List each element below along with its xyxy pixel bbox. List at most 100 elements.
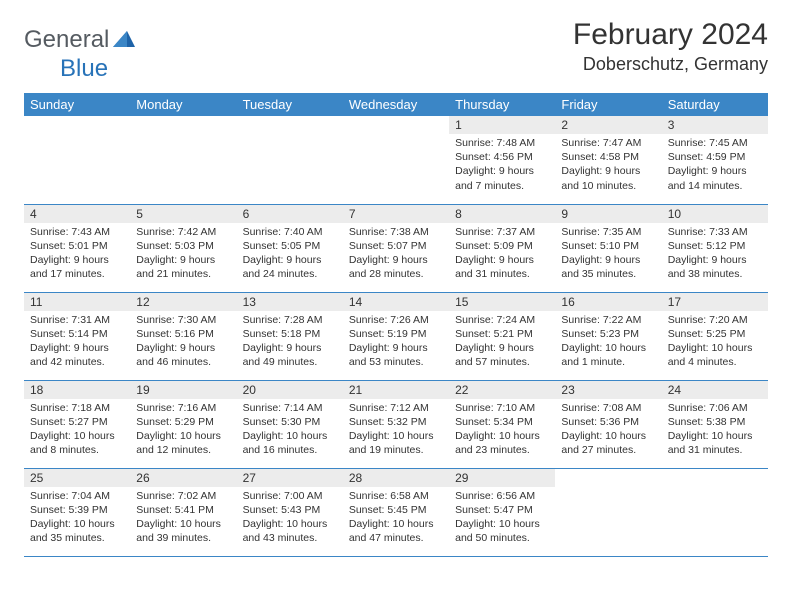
calendar-cell: 20Sunrise: 7:14 AMSunset: 5:30 PMDayligh… xyxy=(237,380,343,468)
day-sunset: Sunset: 5:07 PM xyxy=(349,239,443,253)
calendar-cell: 16Sunrise: 7:22 AMSunset: 5:23 PMDayligh… xyxy=(555,292,661,380)
day-sunrise: Sunrise: 7:47 AM xyxy=(561,136,655,150)
calendar-cell: 9Sunrise: 7:35 AMSunset: 5:10 PMDaylight… xyxy=(555,204,661,292)
day-day1: Daylight: 9 hours xyxy=(136,341,230,355)
day-header: Sunday xyxy=(24,93,130,116)
day-sunrise: Sunrise: 7:26 AM xyxy=(349,313,443,327)
day-header: Thursday xyxy=(449,93,555,116)
day-day1: Daylight: 9 hours xyxy=(243,341,337,355)
day-sunset: Sunset: 4:59 PM xyxy=(668,150,762,164)
month-title: February 2024 xyxy=(573,18,768,52)
calendar-cell: 29Sunrise: 6:56 AMSunset: 5:47 PMDayligh… xyxy=(449,468,555,556)
day-sunset: Sunset: 5:05 PM xyxy=(243,239,337,253)
day-day2: and 39 minutes. xyxy=(136,531,230,545)
calendar-cell: 17Sunrise: 7:20 AMSunset: 5:25 PMDayligh… xyxy=(662,292,768,380)
day-detail: Sunrise: 7:14 AMSunset: 5:30 PMDaylight:… xyxy=(237,399,343,464)
calendar-cell: 1Sunrise: 7:48 AMSunset: 4:56 PMDaylight… xyxy=(449,116,555,204)
day-sunset: Sunset: 4:58 PM xyxy=(561,150,655,164)
day-day1: Daylight: 9 hours xyxy=(668,164,762,178)
calendar-cell: 4Sunrise: 7:43 AMSunset: 5:01 PMDaylight… xyxy=(24,204,130,292)
day-day2: and 10 minutes. xyxy=(561,179,655,193)
calendar-cell: 27Sunrise: 7:00 AMSunset: 5:43 PMDayligh… xyxy=(237,468,343,556)
day-detail: Sunrise: 7:04 AMSunset: 5:39 PMDaylight:… xyxy=(24,487,130,552)
calendar-cell: 13Sunrise: 7:28 AMSunset: 5:18 PMDayligh… xyxy=(237,292,343,380)
day-sunrise: Sunrise: 7:33 AM xyxy=(668,225,762,239)
day-day1: Daylight: 10 hours xyxy=(349,429,443,443)
day-number: 20 xyxy=(237,381,343,399)
day-number: 6 xyxy=(237,205,343,223)
calendar-cell: 26Sunrise: 7:02 AMSunset: 5:41 PMDayligh… xyxy=(130,468,236,556)
day-day1: Daylight: 10 hours xyxy=(136,429,230,443)
day-sunset: Sunset: 5:29 PM xyxy=(136,415,230,429)
calendar-cell: 3Sunrise: 7:45 AMSunset: 4:59 PMDaylight… xyxy=(662,116,768,204)
day-sunset: Sunset: 5:32 PM xyxy=(349,415,443,429)
day-day1: Daylight: 9 hours xyxy=(30,341,124,355)
day-sunrise: Sunrise: 7:02 AM xyxy=(136,489,230,503)
day-detail: Sunrise: 7:10 AMSunset: 5:34 PMDaylight:… xyxy=(449,399,555,464)
day-detail: Sunrise: 7:33 AMSunset: 5:12 PMDaylight:… xyxy=(662,223,768,288)
day-number: 8 xyxy=(449,205,555,223)
day-number: 25 xyxy=(24,469,130,487)
day-day2: and 38 minutes. xyxy=(668,267,762,281)
calendar-cell: 2Sunrise: 7:47 AMSunset: 4:58 PMDaylight… xyxy=(555,116,661,204)
calendar-cell: 11Sunrise: 7:31 AMSunset: 5:14 PMDayligh… xyxy=(24,292,130,380)
day-sunset: Sunset: 5:09 PM xyxy=(455,239,549,253)
day-sunset: Sunset: 5:25 PM xyxy=(668,327,762,341)
day-day2: and 46 minutes. xyxy=(136,355,230,369)
day-sunset: Sunset: 5:12 PM xyxy=(668,239,762,253)
day-day2: and 12 minutes. xyxy=(136,443,230,457)
day-sunrise: Sunrise: 7:40 AM xyxy=(243,225,337,239)
day-day1: Daylight: 9 hours xyxy=(668,253,762,267)
day-detail: Sunrise: 7:22 AMSunset: 5:23 PMDaylight:… xyxy=(555,311,661,376)
calendar-cell: 25Sunrise: 7:04 AMSunset: 5:39 PMDayligh… xyxy=(24,468,130,556)
day-day1: Daylight: 10 hours xyxy=(668,341,762,355)
day-detail: Sunrise: 7:12 AMSunset: 5:32 PMDaylight:… xyxy=(343,399,449,464)
day-detail: Sunrise: 7:43 AMSunset: 5:01 PMDaylight:… xyxy=(24,223,130,288)
day-day2: and 57 minutes. xyxy=(455,355,549,369)
day-detail: Sunrise: 7:37 AMSunset: 5:09 PMDaylight:… xyxy=(449,223,555,288)
day-day1: Daylight: 9 hours xyxy=(349,341,443,355)
day-detail: Sunrise: 7:24 AMSunset: 5:21 PMDaylight:… xyxy=(449,311,555,376)
day-sunrise: Sunrise: 7:22 AM xyxy=(561,313,655,327)
day-sunrise: Sunrise: 6:56 AM xyxy=(455,489,549,503)
day-day2: and 7 minutes. xyxy=(455,179,549,193)
day-sunrise: Sunrise: 7:12 AM xyxy=(349,401,443,415)
day-day2: and 27 minutes. xyxy=(561,443,655,457)
day-day2: and 4 minutes. xyxy=(668,355,762,369)
day-detail: Sunrise: 7:45 AMSunset: 4:59 PMDaylight:… xyxy=(662,134,768,199)
day-sunset: Sunset: 5:03 PM xyxy=(136,239,230,253)
day-sunrise: Sunrise: 7:48 AM xyxy=(455,136,549,150)
day-sunset: Sunset: 5:30 PM xyxy=(243,415,337,429)
day-day2: and 47 minutes. xyxy=(349,531,443,545)
day-day1: Daylight: 10 hours xyxy=(243,517,337,531)
day-sunrise: Sunrise: 7:31 AM xyxy=(30,313,124,327)
day-number: 12 xyxy=(130,293,236,311)
day-day1: Daylight: 10 hours xyxy=(561,429,655,443)
logo: General xyxy=(24,18,137,54)
day-detail: Sunrise: 7:06 AMSunset: 5:38 PMDaylight:… xyxy=(662,399,768,464)
day-sunset: Sunset: 5:16 PM xyxy=(136,327,230,341)
logo-triangle-icon xyxy=(113,29,135,52)
day-sunset: Sunset: 5:45 PM xyxy=(349,503,443,517)
day-detail: Sunrise: 7:38 AMSunset: 5:07 PMDaylight:… xyxy=(343,223,449,288)
day-number: 7 xyxy=(343,205,449,223)
calendar-week-row: 18Sunrise: 7:18 AMSunset: 5:27 PMDayligh… xyxy=(24,380,768,468)
day-header: Tuesday xyxy=(237,93,343,116)
day-sunrise: Sunrise: 7:42 AM xyxy=(136,225,230,239)
day-detail: Sunrise: 7:18 AMSunset: 5:27 PMDaylight:… xyxy=(24,399,130,464)
day-sunrise: Sunrise: 7:14 AM xyxy=(243,401,337,415)
day-number: 18 xyxy=(24,381,130,399)
logo-text-general: General xyxy=(24,26,109,54)
day-number: 3 xyxy=(662,116,768,134)
day-sunrise: Sunrise: 7:04 AM xyxy=(30,489,124,503)
day-detail: Sunrise: 7:30 AMSunset: 5:16 PMDaylight:… xyxy=(130,311,236,376)
day-number: 10 xyxy=(662,205,768,223)
calendar-cell: 7Sunrise: 7:38 AMSunset: 5:07 PMDaylight… xyxy=(343,204,449,292)
calendar-cell: 23Sunrise: 7:08 AMSunset: 5:36 PMDayligh… xyxy=(555,380,661,468)
day-number: 11 xyxy=(24,293,130,311)
calendar-week-row: 4Sunrise: 7:43 AMSunset: 5:01 PMDaylight… xyxy=(24,204,768,292)
day-detail: Sunrise: 7:16 AMSunset: 5:29 PMDaylight:… xyxy=(130,399,236,464)
day-number: 21 xyxy=(343,381,449,399)
calendar-cell: 14Sunrise: 7:26 AMSunset: 5:19 PMDayligh… xyxy=(343,292,449,380)
day-day2: and 35 minutes. xyxy=(561,267,655,281)
